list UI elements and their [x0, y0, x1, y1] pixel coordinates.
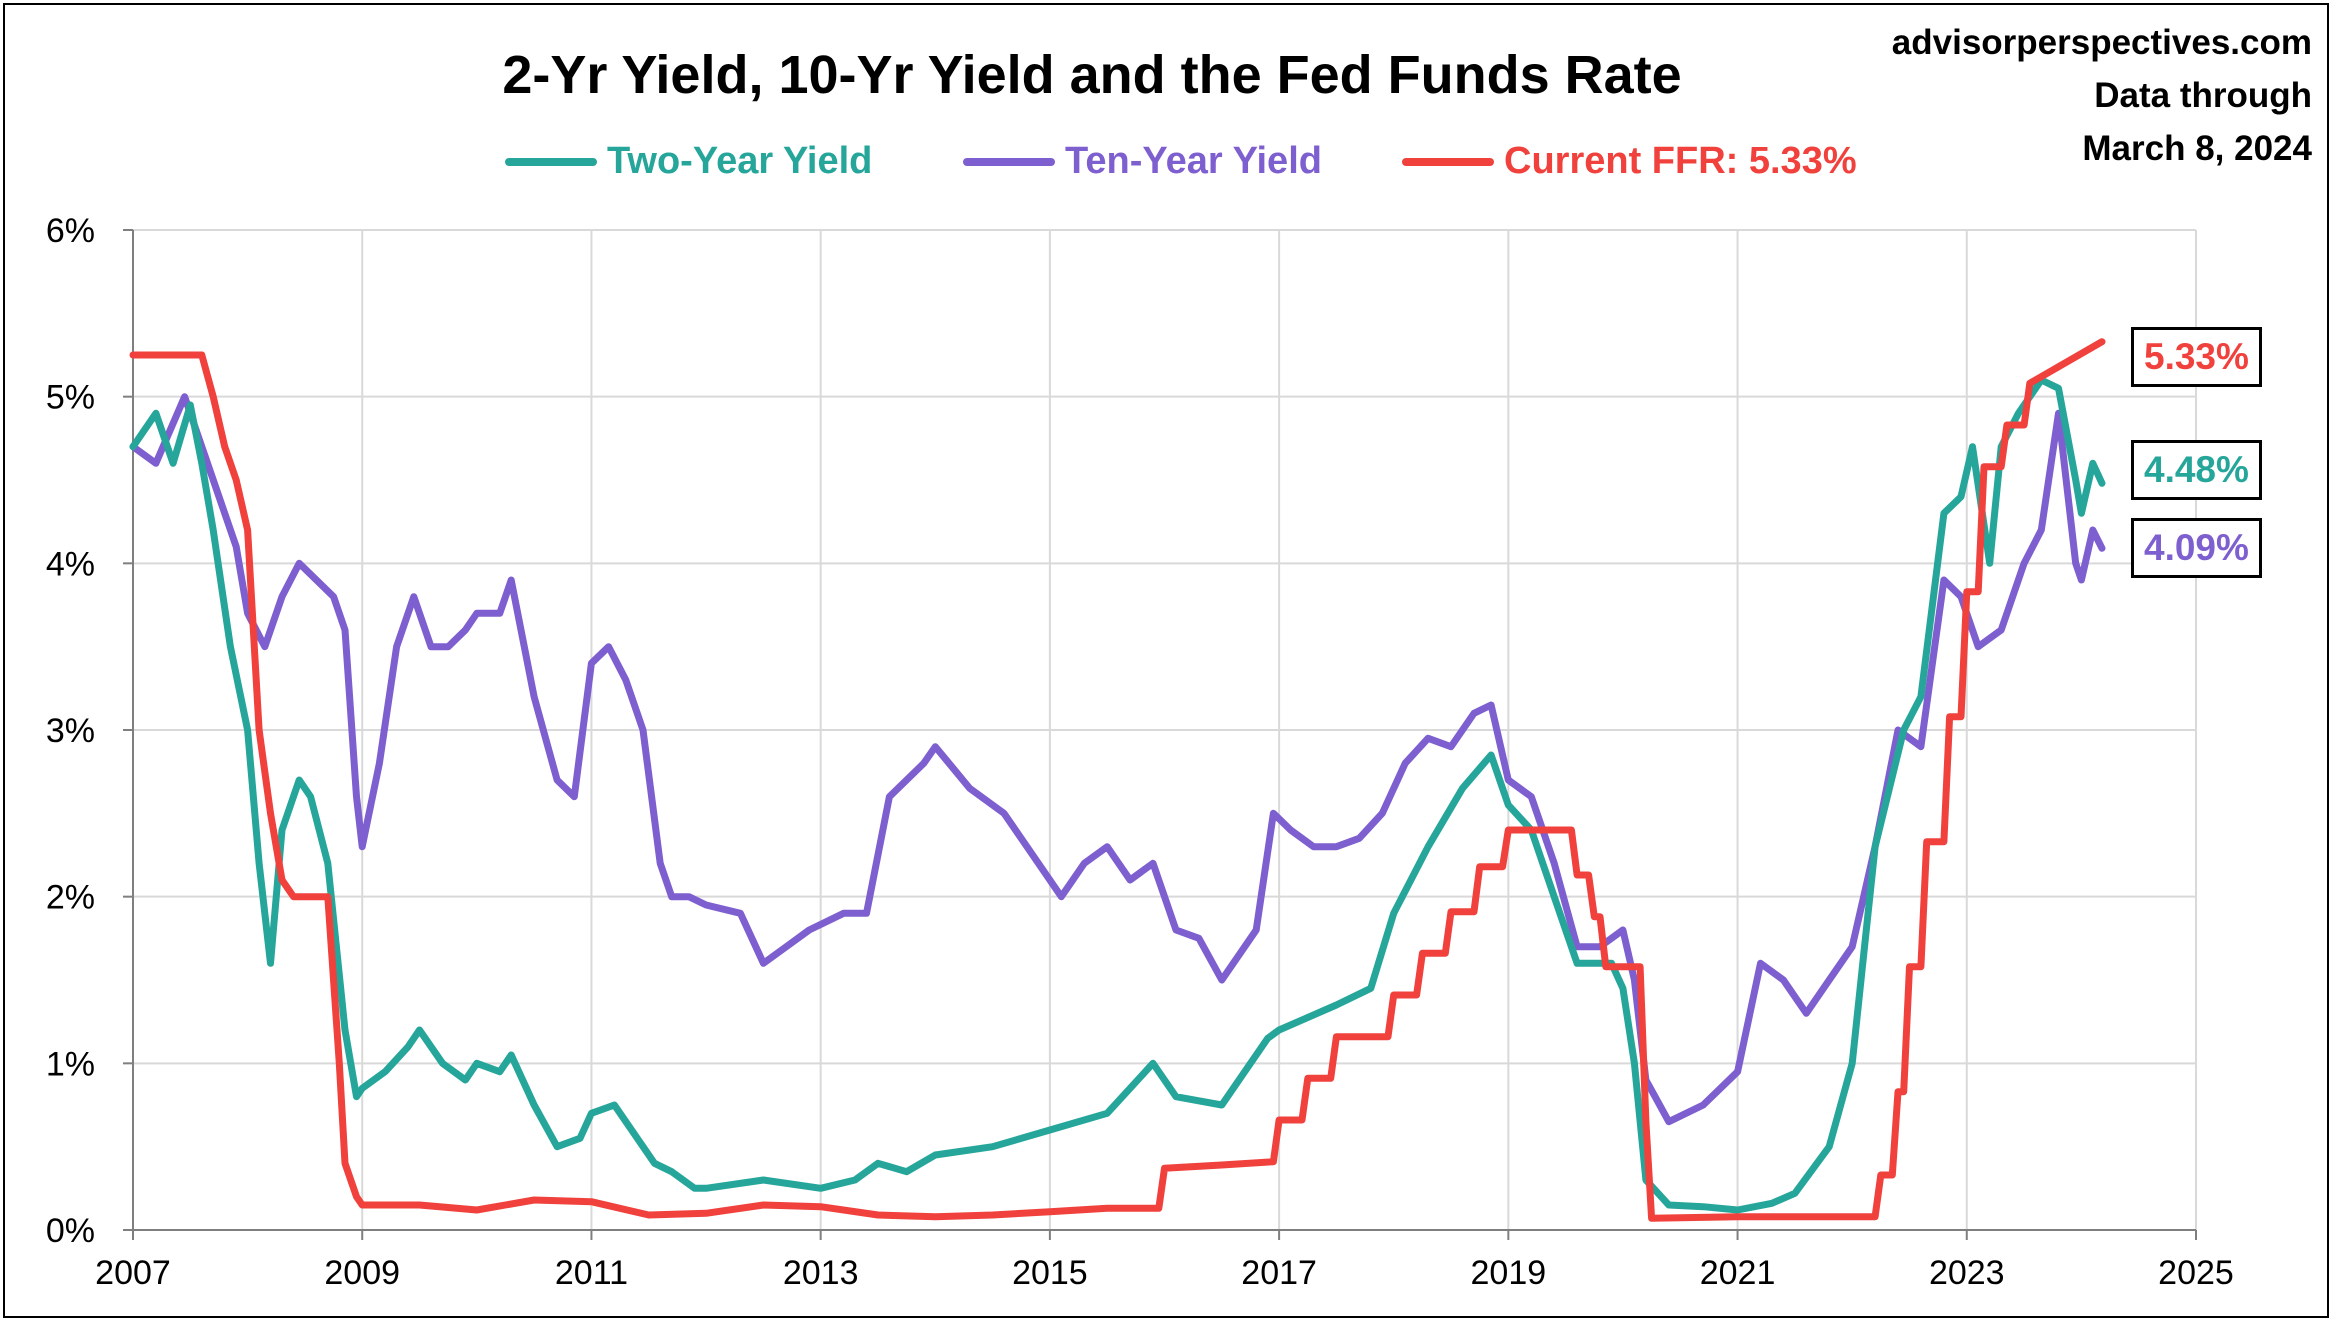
x-tick-label: 2021 [1700, 1254, 1776, 1292]
source-note: advisorperspectives.com Data through Mar… [1892, 16, 2312, 175]
x-tick-label: 2007 [95, 1254, 171, 1292]
x-tick-label: 2015 [1012, 1254, 1088, 1292]
legend-item-ffr: Current FFR: 5.33% [1402, 140, 1857, 183]
source-line1: Data through [2094, 76, 2312, 115]
legend-swatch-ten-year [963, 157, 1055, 166]
x-tick-label: 2019 [1471, 1254, 1547, 1292]
x-tick-label: 2013 [783, 1254, 859, 1292]
y-tick-label: 1% [46, 1045, 95, 1083]
y-tick-label: 5% [46, 379, 95, 417]
x-tick-label: 2023 [1929, 1254, 2005, 1292]
end-label-ffr: 5.33% [2131, 327, 2262, 387]
x-tick-label: 2017 [1241, 1254, 1317, 1292]
series-line-two-year [129, 376, 2106, 1214]
y-tick-label: 4% [46, 545, 95, 583]
x-tick-label: 2011 [555, 1254, 628, 1292]
y-tick-label: 6% [46, 212, 95, 250]
series-line-ffr [129, 338, 2106, 1222]
end-label-two-year: 4.48% [2131, 440, 2262, 500]
y-tick-label: 2% [46, 879, 95, 917]
x-tick-label: 2009 [324, 1254, 400, 1292]
chart-title: 2-Yr Yield, 10-Yr Yield and the Fed Fund… [502, 45, 1682, 105]
chart-frame [3, 3, 2329, 1318]
legend-label-ffr: Current FFR: 5.33% [1504, 140, 1857, 182]
source-line2: March 8, 2024 [2082, 129, 2312, 168]
legend-swatch-two-year [505, 157, 597, 166]
legend-item-two-year: Two-Year Yield [505, 140, 872, 183]
legend-label-ten-year: Ten-Year Yield [1065, 140, 1322, 182]
y-tick-label: 3% [46, 712, 95, 750]
series-line-ten-year [129, 393, 2106, 1126]
legend-item-ten-year: Ten-Year Yield [963, 140, 1322, 183]
y-tick-label: 0% [46, 1212, 95, 1250]
x-tick-label: 2025 [2158, 1254, 2234, 1292]
legend-swatch-ffr [1402, 157, 1494, 166]
end-label-ten-year: 4.09% [2131, 518, 2262, 578]
source-site: advisorperspectives.com [1891, 23, 2312, 62]
legend-label-two-year: Two-Year Yield [607, 140, 873, 182]
